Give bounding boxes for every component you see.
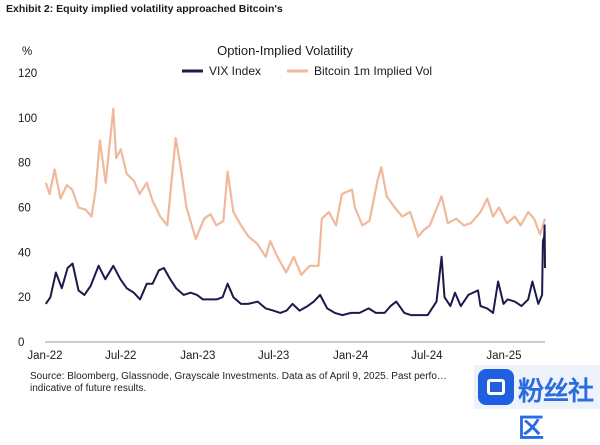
x-tick-label: Jan-23 [180, 350, 215, 362]
y-tick-label: 20 [18, 292, 31, 304]
series-layer [44, 107, 547, 317]
exhibit-label: Exhibit 2: Equity implied volatility app… [6, 3, 283, 15]
x-tick-label: Jul-22 [105, 350, 136, 362]
legend-label-vix: VIX Index [209, 64, 261, 78]
legend-label-bitcoin: Bitcoin 1m Implied Vol [314, 64, 432, 78]
series-line-vix [44, 224, 546, 317]
x-tick-label: Jul-24 [411, 350, 443, 362]
watermark: 粉丝社区 [474, 365, 600, 443]
x-tick-label: Jan-25 [486, 350, 521, 362]
y-tick-label: 120 [18, 68, 37, 80]
y-tick-label: 40 [18, 247, 31, 259]
x-tick-label: Jan-24 [333, 350, 369, 362]
source-note: Source: Bloomberg, Glassnode, Grayscale … [30, 371, 447, 394]
chart-title: Option-Implied Volatility [217, 43, 353, 58]
y-tick-label: 60 [18, 203, 31, 215]
y-tick-label: 100 [18, 113, 37, 125]
legend: VIX Index Bitcoin 1m Implied Vol [182, 64, 432, 78]
y-tick-label: 0 [18, 337, 24, 349]
y-tick-label: 80 [18, 158, 31, 170]
x-tick-label: Jul-23 [258, 350, 289, 362]
x-tick-label: Jan-22 [27, 350, 62, 362]
x-axis: Jan-22 Jul-22 Jan-23 Jul-23 Jan-24 Jul-24 Jan-… [27, 350, 521, 362]
volatility-chart: % Option-Implied Volatility VIX Index Bi… [18, 43, 547, 362]
series-line-bitcoin [44, 107, 547, 276]
y-axis-unit-label: % [22, 46, 32, 58]
watermark-text: 粉丝社区 [518, 376, 594, 443]
y-axis: 0 20 40 60 80 100 120 [18, 68, 37, 349]
watermark-logo-icon [478, 369, 514, 405]
